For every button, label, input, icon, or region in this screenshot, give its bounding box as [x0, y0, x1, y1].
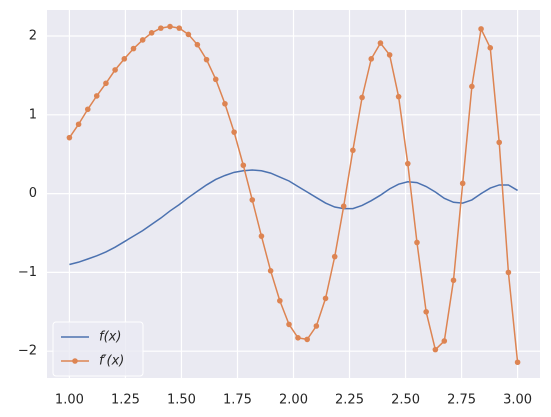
- ticks: 1.00 1.25 1.50 1.75 2.00 2.25 2.50 2.75 3.00 −2 −1…: [18, 29, 532, 408]
- x-tick-label: 2.00: [279, 393, 308, 408]
- point: [386, 52, 393, 58]
- point: [231, 129, 237, 135]
- x-tick-label: 2.50: [391, 393, 420, 408]
- point: [249, 197, 256, 203]
- x-tick-label: 3.00: [503, 393, 532, 408]
- x-tick-label: 1.50: [167, 393, 196, 408]
- point: [130, 45, 137, 52]
- point: [414, 239, 420, 246]
- point: [368, 56, 375, 62]
- point: [139, 37, 146, 43]
- point: [258, 233, 265, 239]
- x-tick-label: 2.75: [447, 393, 476, 408]
- y-tick-label: 2: [29, 29, 37, 44]
- point: [267, 268, 274, 274]
- point: [377, 40, 384, 46]
- point: [496, 139, 503, 146]
- point: [304, 336, 310, 343]
- point: [240, 162, 247, 169]
- point: [359, 94, 365, 101]
- point: [185, 31, 192, 38]
- x-tick-label: 2.25: [335, 393, 364, 408]
- point: [404, 160, 411, 167]
- point: [487, 45, 494, 51]
- y-tick-label: 0: [29, 186, 37, 201]
- point: [395, 93, 402, 100]
- point: [103, 80, 109, 87]
- point: [93, 93, 100, 99]
- point: [148, 30, 155, 36]
- point: [505, 269, 512, 276]
- point: [277, 297, 283, 304]
- point: [459, 180, 466, 187]
- marks: [66, 23, 521, 366]
- point: [75, 121, 82, 128]
- legend-marker: [72, 358, 78, 364]
- point: [176, 25, 183, 31]
- point: [514, 359, 521, 366]
- y-tick-label: 1: [29, 107, 37, 122]
- point: [222, 100, 228, 107]
- point: [203, 56, 210, 63]
- point: [295, 335, 301, 341]
- legend: f(x) f′(x): [52, 321, 144, 377]
- point: [194, 41, 201, 48]
- point: [121, 56, 128, 62]
- point: [340, 203, 347, 210]
- grid: [47, 10, 540, 378]
- legend-box: [52, 321, 144, 377]
- y-tick-label: −1: [18, 265, 37, 280]
- point: [423, 309, 429, 315]
- point: [167, 23, 173, 30]
- legend-label: f(x): [99, 330, 121, 345]
- point: [322, 295, 329, 302]
- series-line: [69, 169, 518, 266]
- x-tick-label: 1.00: [55, 393, 84, 408]
- point: [286, 321, 292, 328]
- y-tick-label: −2: [18, 344, 37, 359]
- point: [331, 253, 338, 260]
- x-tick-label: 1.25: [111, 393, 140, 408]
- legend-label: f′(x): [99, 354, 124, 369]
- point: [66, 134, 73, 141]
- point: [158, 25, 164, 31]
- point: [212, 76, 219, 83]
- point: [84, 106, 91, 113]
- point: [112, 67, 118, 73]
- point: [469, 83, 475, 90]
- point: [350, 147, 356, 154]
- point: [313, 323, 320, 329]
- x-tick-label: 1.75: [223, 393, 252, 408]
- point: [432, 346, 439, 353]
- point: [441, 338, 448, 344]
- point: [450, 277, 457, 284]
- point: [478, 26, 484, 32]
